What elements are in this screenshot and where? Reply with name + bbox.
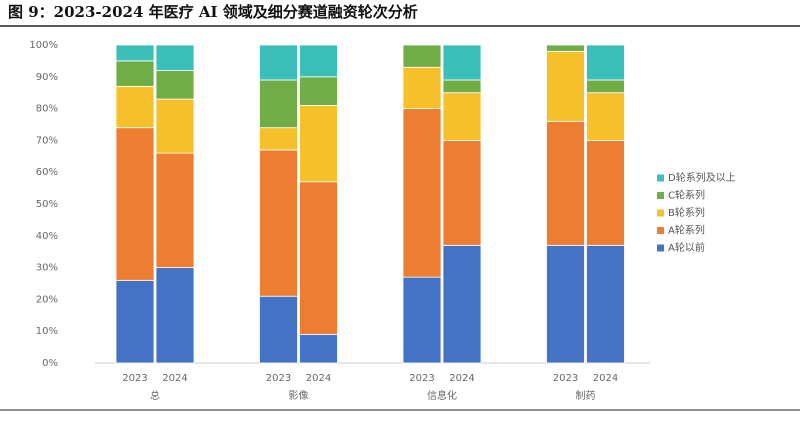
bar-segment — [546, 244, 585, 364]
x-tick-label: 2023 — [266, 373, 291, 384]
legend-swatch — [657, 174, 664, 182]
bar-segment — [586, 44, 625, 81]
y-tick-label: 10% — [36, 326, 58, 337]
y-tick-label: 70% — [36, 135, 58, 146]
legend-label: A轮以前 — [668, 241, 705, 254]
bar-segment — [115, 44, 155, 62]
bar-segment — [259, 127, 298, 151]
x-tick-label: 2024 — [306, 373, 331, 384]
bar-segment — [259, 79, 298, 129]
y-tick-label: 20% — [36, 294, 58, 305]
bar-segment — [115, 127, 155, 281]
legend-swatch — [657, 192, 664, 199]
bar-segment — [155, 152, 195, 268]
bar-segment — [586, 92, 625, 141]
y-tick-label: 50% — [36, 199, 58, 210]
group-label: 制药 — [576, 389, 596, 402]
group-label: 总 — [150, 389, 160, 402]
bar-segment — [586, 244, 625, 364]
bar-segment — [402, 44, 442, 68]
bar-segment — [299, 105, 338, 183]
bar-segment — [259, 44, 298, 81]
bar-segment — [115, 85, 155, 129]
bar-segment — [546, 120, 585, 246]
bar-segment — [586, 139, 625, 246]
bar-segment — [155, 70, 195, 100]
chart-title: 图 9：2023-2024 年医疗 AI 领域及细分赛道融资轮次分析 — [8, 3, 418, 21]
legend-label: A轮系列 — [668, 224, 705, 237]
bar-segment — [442, 244, 482, 364]
x-tick-label: 2023 — [553, 373, 578, 384]
y-tick-label: 90% — [36, 72, 58, 83]
group-label: 影像 — [289, 390, 309, 402]
group-label: 信息化 — [427, 389, 457, 402]
bar-segment — [442, 79, 482, 94]
y-tick-label: 100% — [29, 40, 58, 51]
y-tick-label: 80% — [36, 104, 58, 115]
bar-segment — [259, 295, 298, 364]
bar-segment — [155, 44, 195, 71]
bar-segment — [402, 108, 442, 278]
x-tick-label: 2023 — [122, 373, 147, 384]
legend-swatch — [657, 209, 664, 217]
bar-segment — [402, 276, 442, 364]
y-tick-label: 30% — [36, 263, 58, 274]
legend-label: D轮系列及以上 — [668, 171, 736, 184]
x-tick-label: 2023 — [409, 373, 434, 384]
bar-segment — [442, 44, 482, 81]
bar-segment — [115, 279, 155, 364]
bar-segment — [259, 149, 298, 297]
bar-segment — [299, 333, 338, 364]
bar-segment — [299, 181, 338, 335]
bar-segment — [299, 44, 338, 78]
legend-label: B轮系列 — [668, 206, 705, 219]
bar-segment — [299, 76, 338, 106]
bar-segment — [155, 267, 195, 364]
bar-segment — [402, 66, 442, 110]
legend-swatch — [657, 227, 664, 234]
x-tick-label: 2024 — [449, 373, 474, 384]
y-tick-label: 40% — [36, 231, 58, 242]
x-tick-label: 2024 — [162, 373, 187, 384]
legend-label: C轮系列 — [668, 189, 705, 202]
bar-segment — [155, 98, 195, 154]
legend-swatch — [657, 244, 664, 252]
bar-segment — [442, 139, 482, 246]
y-tick-label: 60% — [36, 167, 58, 178]
bar-segment — [115, 60, 155, 87]
bar-segment — [586, 79, 625, 94]
bar-segment — [546, 44, 585, 52]
y-tick-label: 0% — [42, 358, 58, 369]
bar-segment — [442, 92, 482, 141]
bar-segment — [546, 50, 585, 122]
x-tick-label: 2024 — [593, 373, 618, 384]
